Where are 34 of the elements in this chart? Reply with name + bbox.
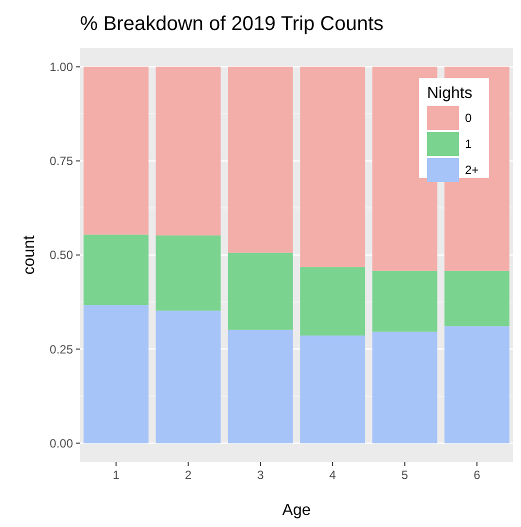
- y-tick-label: 0.50: [50, 248, 74, 262]
- legend-label: 0: [465, 111, 472, 126]
- x-tick-label: 1: [112, 468, 120, 482]
- bar: [156, 235, 221, 311]
- legend-title: Nights: [427, 85, 472, 102]
- x-tick-label: 5: [401, 468, 408, 482]
- x-tick-label: 4: [329, 468, 336, 482]
- bar: [300, 66, 366, 268]
- bar: [444, 270, 510, 326]
- y-tick-label: 0.25: [50, 342, 74, 356]
- y-tick-label: 0.00: [50, 436, 74, 450]
- bar: [372, 332, 438, 444]
- chart-title: % Breakdown of 2019 Trip Counts: [80, 13, 384, 35]
- y-axis-title: count: [21, 234, 38, 275]
- y-tick-label: 1.00: [50, 60, 74, 74]
- legend-label: 1: [465, 137, 472, 152]
- bar: [156, 310, 221, 444]
- bar: [228, 252, 293, 330]
- bar: [228, 66, 293, 253]
- bar: [228, 330, 293, 444]
- bar: [444, 326, 510, 444]
- bar: [300, 267, 366, 336]
- y-tick-label: 0.75: [50, 154, 74, 168]
- bar: [300, 336, 366, 444]
- legend-label: 2+: [465, 163, 479, 178]
- x-tick-label: 3: [257, 468, 264, 482]
- bar: [84, 305, 149, 444]
- bar: [156, 66, 221, 236]
- bar: [372, 270, 438, 332]
- bar: [84, 234, 149, 306]
- x-tick-label: 6: [474, 468, 481, 482]
- x-tick-label: 2: [184, 468, 192, 482]
- bar: [84, 66, 149, 235]
- x-axis-title: Age: [282, 502, 311, 519]
